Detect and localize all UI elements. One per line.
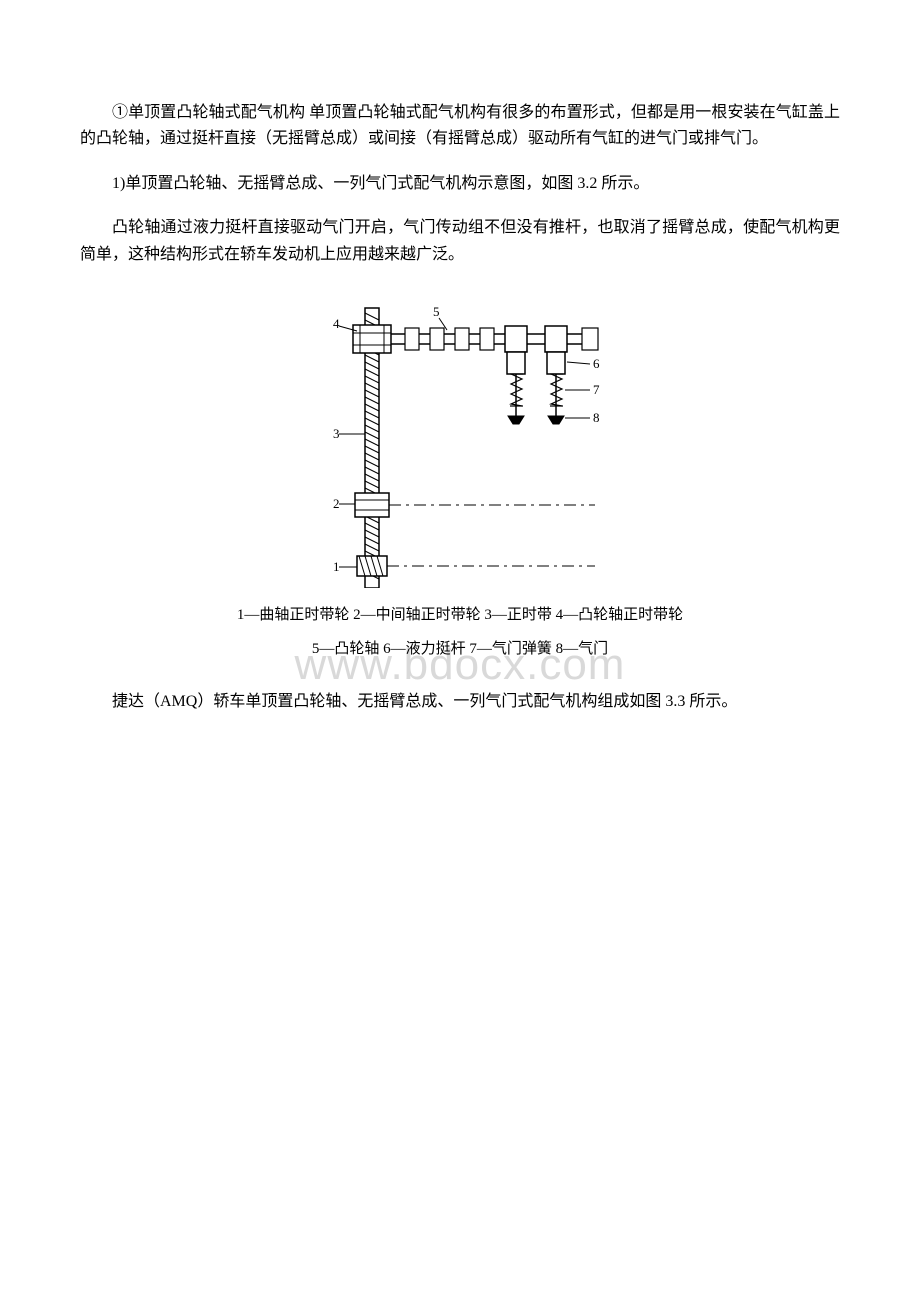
diagram-label-6: 6 [593,356,600,371]
diagram-figure-3-2: 1 2 3 4 5 6 7 8 [80,298,840,593]
diagram-label-7: 7 [593,382,600,397]
diagram-label-5: 5 [433,304,440,319]
paragraph-1: ①单顶置凸轮轴式配气机构 单顶置凸轮轴式配气机构有很多的布置形式，但都是用一根安… [80,100,840,153]
mechanism-diagram: 1 2 3 4 5 6 7 8 [305,298,615,588]
paragraph-4: 捷达（AMQ）轿车单顶置凸轮轴、无摇臂总成、一列气门式配气机构组成如图 3.3 … [80,689,840,715]
diagram-label-1: 1 [333,559,340,574]
figure-caption-line-1: 1—曲轴正时带轮 2—中间轴正时带轮 3—正时带 4—凸轮轴正时带轮 [80,603,840,627]
diagram-label-4: 4 [333,316,340,331]
diagram-label-8: 8 [593,410,600,425]
paragraph-2: 1)单顶置凸轮轴、无摇臂总成、一列气门式配气机构示意图，如图 3.2 所示。 [80,171,840,197]
diagram-label-2: 2 [333,496,340,511]
figure-caption-line-2: 5—凸轮轴 6—液力挺杆 7—气门弹簧 8—气门 [80,637,840,661]
paragraph-3: 凸轮轴通过液力挺杆直接驱动气门开启，气门传动组不但没有推杆，也取消了摇臂总成，使… [80,215,840,268]
diagram-label-3: 3 [333,426,340,441]
